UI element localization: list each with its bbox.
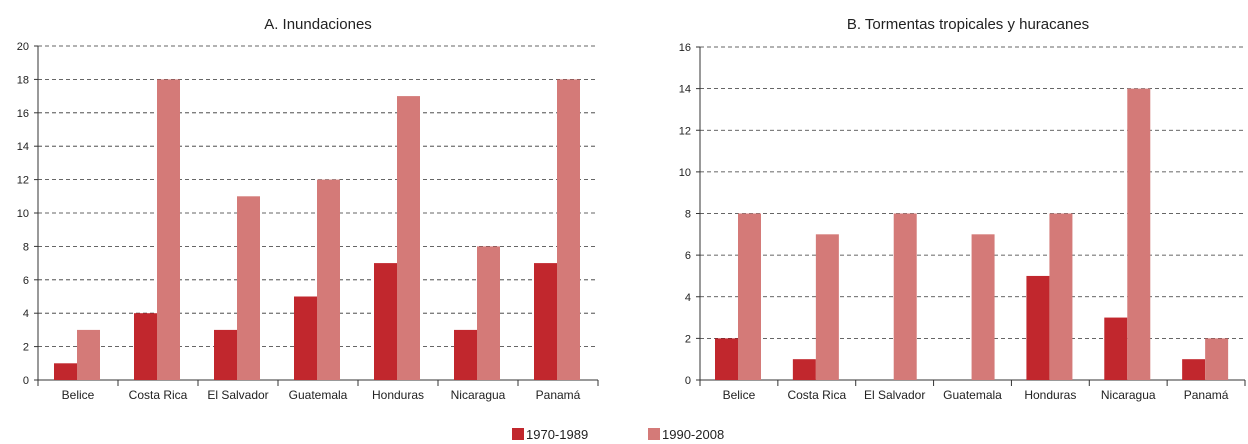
chart-a-bar-guatemala-1990-2008 [317,179,340,380]
chart-a-ytick-label: 6 [23,275,29,287]
chart-b-ytick-label: 8 [685,209,691,221]
chart-a-xtick-label: Panamá [536,388,581,402]
chart-a-bar-panama-1990-2008 [557,79,580,381]
legend-item-1990-2008: 1990-2008 [648,426,724,442]
chart-b-bar-panama-1990-2008 [1205,338,1229,380]
chart-a-ytick-label: 14 [17,141,29,153]
chart-a-xtick-label: Costa Rica [129,388,188,402]
chart-a-plot: 0 2 4 6 8 10 12 14 16 18 20 Belice Costa Rica El Salv… [17,41,599,402]
chart-b-xtick-label: Costa Rica [787,388,846,402]
chart-b-bar-belice-1990-2008 [738,213,761,380]
chart-b-ytick-label: 10 [679,167,691,179]
chart-b-bar-costa-rica-1970-1989 [792,359,816,380]
chart-a-xtick-label: Belice [62,388,95,402]
chart-b-bar-belice-1970-1989 [715,338,738,380]
chart-a-xtick-label: El Salvador [207,388,268,402]
chart-b-bar-el-salvador-1990-2008 [893,213,917,380]
chart-b-bar-honduras-1970-1989 [1026,275,1050,380]
chart-b-ytick-label: 12 [679,125,691,137]
legend-label-1970-1989: 1970-1989 [526,426,589,442]
chart-b-ytick-label: 14 [679,84,691,96]
chart-a-ytick-label: 2 [23,342,29,354]
chart-b-bar-costa-rica-1990-2008 [815,234,839,380]
chart-a-ytick-label: 10 [17,208,29,220]
chart-b-ytick-label: 0 [685,375,691,387]
chart-a-bar-el-salvador-1990-2008 [237,196,260,380]
chart-b-xtick-label: Belice [723,388,756,402]
chart-a-ytick-label: 8 [23,241,29,253]
legend-label-1990-2008: 1990-2008 [662,426,725,442]
chart-a-bar-panama-1970-1989 [534,263,557,380]
chart-b-bar-honduras-1990-2008 [1049,213,1073,380]
chart-a-title: A. Inundaciones [264,16,372,33]
chart-b-bar-nicaragua-1970-1989 [1104,317,1128,380]
chart-a-xtick-label: Honduras [372,388,424,402]
chart-b-bar-guatemala-1990-2008 [971,234,995,380]
chart-b-xtick-label: Panamá [1184,388,1229,402]
chart-a-bar-costa-rica-1990-2008 [157,79,180,381]
chart-a-xtick-label: Guatemala [289,388,348,402]
chart-a-ytick-label: 16 [17,108,29,120]
chart-b-bar-panama-1970-1989 [1182,359,1206,380]
chart-a-bar-honduras-1970-1989 [374,263,397,380]
legend-item-1970-1989: 1970-1989 [512,426,588,442]
legend-swatch-1970-1989 [512,428,524,440]
chart-b-ytick-label: 4 [685,292,691,304]
chart-a-bar-nicaragua-1990-2008 [477,246,500,380]
chart-a-bar-honduras-1990-2008 [397,96,420,380]
chart-b-plot: 0 2 4 6 8 10 12 14 16 Belice Costa Rica El Salvador… [679,42,1246,402]
chart-b-bar-nicaragua-1990-2008 [1127,88,1151,380]
chart-a-ytick-label: 20 [17,41,29,53]
chart-a-bar-nicaragua-1970-1989 [454,329,477,380]
chart-a-ytick-label: 0 [23,375,29,387]
chart-a-xtick-label: Nicaragua [451,388,506,402]
chart-b-xtick-label: El Salvador [864,388,925,402]
chart-b-xtick-label: Nicaragua [1101,388,1156,402]
chart-a-bar-belice-1990-2008 [77,329,100,380]
chart-b-xtick-label: Guatemala [943,388,1002,402]
chart-b-title: B. Tormentas tropicales y huracanes [847,16,1089,33]
chart-a-bar-belice-1970-1989 [54,363,77,380]
chart-a-bar-guatemala-1970-1989 [294,296,317,380]
chart-b-ytick-label: 2 [685,333,691,345]
chart-a-bar-costa-rica-1970-1989 [134,313,157,380]
chart-b-xtick-label: Honduras [1024,388,1076,402]
chart-b-ytick-label: 6 [685,250,691,262]
chart-a-ytick-label: 12 [17,175,29,187]
chart-b-ytick-label: 16 [679,42,691,54]
chart-a-ytick-label: 18 [17,74,29,86]
chart-a-bar-el-salvador-1970-1989 [214,329,237,380]
legend-swatch-1990-2008 [648,428,660,440]
chart-a-ytick-label: 4 [23,308,29,320]
